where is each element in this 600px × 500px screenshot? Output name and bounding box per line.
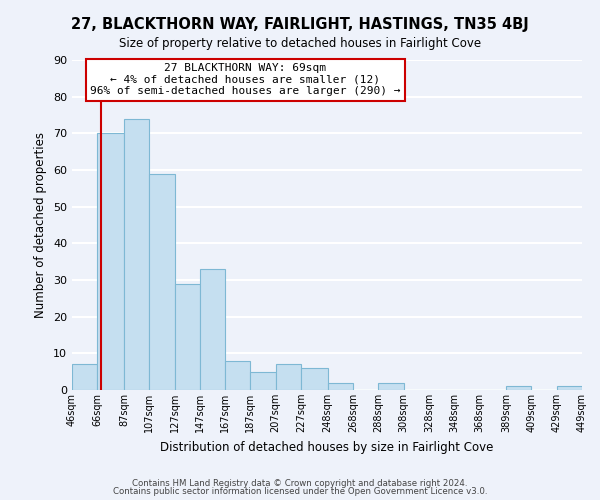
Bar [200, 269, 225, 390]
Bar [149, 174, 175, 390]
Bar [557, 386, 582, 390]
Bar [276, 364, 301, 390]
Text: 27, BLACKTHORN WAY, FAIRLIGHT, HASTINGS, TN35 4BJ: 27, BLACKTHORN WAY, FAIRLIGHT, HASTINGS,… [71, 18, 529, 32]
Bar [301, 368, 328, 390]
Bar [175, 284, 200, 390]
Text: Size of property relative to detached houses in Fairlight Cove: Size of property relative to detached ho… [119, 38, 481, 51]
Bar [225, 360, 250, 390]
Bar [124, 118, 149, 390]
Y-axis label: Number of detached properties: Number of detached properties [34, 132, 47, 318]
Text: Contains public sector information licensed under the Open Government Licence v3: Contains public sector information licen… [113, 487, 487, 496]
Bar [328, 382, 353, 390]
Bar [506, 386, 532, 390]
X-axis label: Distribution of detached houses by size in Fairlight Cove: Distribution of detached houses by size … [160, 440, 494, 454]
Text: Contains HM Land Registry data © Crown copyright and database right 2024.: Contains HM Land Registry data © Crown c… [132, 478, 468, 488]
Text: 27 BLACKTHORN WAY: 69sqm
← 4% of detached houses are smaller (12)
96% of semi-de: 27 BLACKTHORN WAY: 69sqm ← 4% of detache… [90, 64, 401, 96]
Bar [72, 364, 97, 390]
Bar [378, 382, 404, 390]
Bar [97, 134, 124, 390]
Bar [250, 372, 276, 390]
